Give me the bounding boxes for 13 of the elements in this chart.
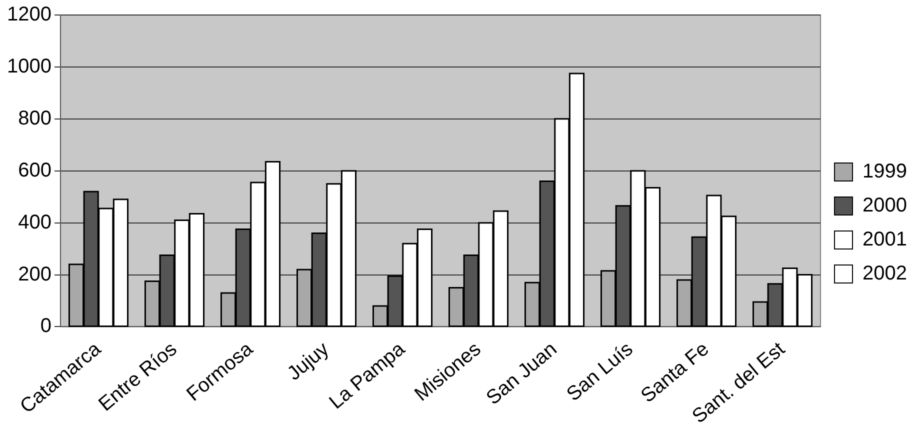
y-tick-label: 800 bbox=[18, 107, 52, 130]
legend-label: 2001 bbox=[862, 228, 908, 251]
x-tick-label: San Juan bbox=[482, 338, 562, 410]
legend-label: 1999 bbox=[862, 160, 908, 183]
y-tick-label: 200 bbox=[18, 263, 52, 286]
y-tick-label: 1000 bbox=[6, 55, 52, 78]
y-tick-label: 400 bbox=[18, 211, 52, 234]
y-tick-label: 600 bbox=[18, 159, 52, 182]
legend-label: 2000 bbox=[862, 194, 908, 217]
legend-label: 2002 bbox=[862, 262, 908, 285]
y-tick-label: 0 bbox=[40, 315, 52, 338]
y-tick-label: 1200 bbox=[6, 4, 52, 26]
x-tick-label: San Luís bbox=[562, 338, 638, 406]
